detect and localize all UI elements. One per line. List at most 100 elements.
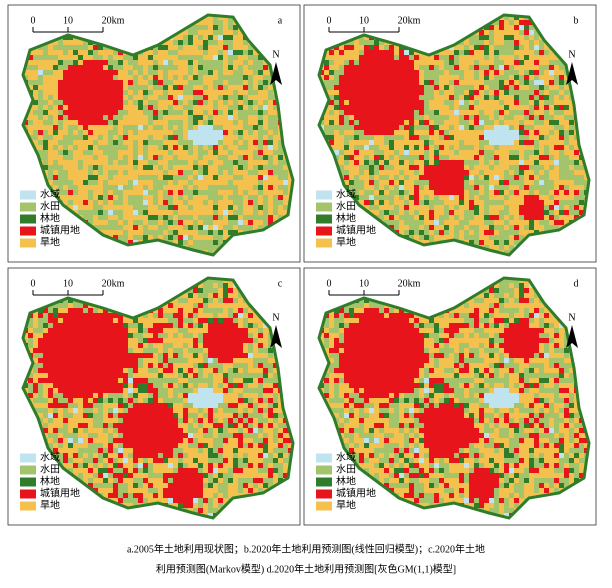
land-cell	[163, 428, 168, 433]
land-cell	[148, 230, 153, 235]
land-cell	[228, 378, 233, 383]
land-cell	[263, 195, 268, 200]
land-cell	[48, 338, 53, 343]
land-cell	[78, 80, 83, 85]
land-cell	[38, 438, 43, 443]
land-cell	[113, 383, 118, 388]
land-cell	[53, 283, 58, 288]
land-cell	[499, 215, 504, 220]
land-cell	[424, 250, 429, 255]
land-cell	[539, 45, 544, 50]
land-cell	[263, 30, 268, 35]
land-cell	[524, 140, 529, 145]
land-cell	[113, 220, 118, 225]
land-cell	[73, 393, 78, 398]
land-cell	[193, 80, 198, 85]
land-cell	[158, 428, 163, 433]
land-cell	[329, 255, 334, 260]
land-cell	[579, 245, 584, 250]
land-cell	[293, 308, 298, 313]
land-cell	[489, 200, 494, 205]
land-cell	[354, 80, 359, 85]
land-cell	[278, 473, 283, 478]
land-cell	[198, 388, 203, 393]
land-cell	[288, 110, 293, 115]
land-cell	[188, 483, 193, 488]
land-cell	[158, 393, 163, 398]
land-cell	[58, 438, 63, 443]
land-cell	[98, 135, 103, 140]
land-cell	[529, 200, 534, 205]
land-cell	[349, 180, 354, 185]
land-cell	[253, 155, 258, 160]
land-cell	[529, 85, 534, 90]
land-cell	[128, 60, 133, 65]
land-cell	[203, 288, 208, 293]
land-cell	[108, 115, 113, 120]
land-cell	[38, 95, 43, 100]
land-cell	[123, 443, 128, 448]
land-cell	[163, 453, 168, 458]
land-cell	[439, 70, 444, 75]
land-cell	[384, 80, 389, 85]
land-cell	[98, 60, 103, 65]
land-cell	[484, 195, 489, 200]
land-cell	[118, 363, 123, 368]
land-cell	[223, 165, 228, 170]
land-cell	[88, 388, 93, 393]
land-cell	[499, 255, 504, 260]
land-cell	[163, 388, 168, 393]
land-cell	[283, 273, 288, 278]
land-cell	[133, 293, 138, 298]
land-cell	[559, 50, 564, 55]
land-cell	[173, 378, 178, 383]
land-cell	[278, 353, 283, 358]
land-cell	[58, 323, 63, 328]
land-cell	[53, 358, 58, 363]
land-cell	[138, 438, 143, 443]
land-cell	[28, 35, 33, 40]
land-cell	[48, 313, 53, 318]
land-cell	[248, 348, 253, 353]
land-cell	[63, 338, 68, 343]
land-cell	[18, 348, 23, 353]
land-cell	[83, 498, 88, 503]
land-cell	[439, 90, 444, 95]
land-cell	[283, 303, 288, 308]
land-cell	[123, 323, 128, 328]
land-cell	[123, 328, 128, 333]
land-cell	[449, 60, 454, 65]
land-cell	[153, 65, 158, 70]
land-cell	[228, 288, 233, 293]
land-cell	[153, 160, 158, 165]
land-cell	[258, 438, 263, 443]
land-cell	[248, 433, 253, 438]
land-cell	[238, 463, 243, 468]
land-cell	[489, 185, 494, 190]
land-cell	[183, 240, 188, 245]
land-cell	[569, 160, 574, 165]
land-cell	[213, 333, 218, 338]
land-cell	[203, 140, 208, 145]
land-cell	[268, 298, 273, 303]
land-cell	[128, 85, 133, 90]
legend-swatch	[316, 227, 332, 236]
land-cell	[364, 220, 369, 225]
land-cell	[198, 215, 203, 220]
land-cell	[228, 10, 233, 15]
land-cell	[213, 195, 218, 200]
land-cell	[489, 140, 494, 145]
land-cell	[278, 60, 283, 65]
land-cell	[83, 423, 88, 428]
land-cell	[208, 220, 213, 225]
land-cell	[273, 255, 278, 260]
land-cell	[93, 328, 98, 333]
land-cell	[38, 10, 43, 15]
land-cell	[163, 60, 168, 65]
land-cell	[283, 180, 288, 185]
land-cell	[354, 85, 359, 90]
land-cell	[263, 388, 268, 393]
land-cell	[379, 200, 384, 205]
land-cell	[414, 10, 419, 15]
land-cell	[539, 65, 544, 70]
